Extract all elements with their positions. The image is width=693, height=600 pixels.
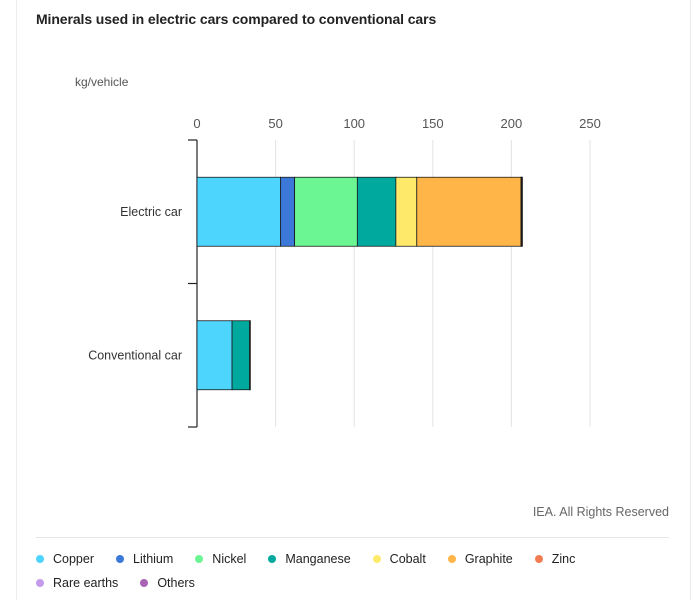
legend-label-others: Others [157,576,195,590]
legend-swatch-cobalt [372,555,381,563]
legend-item-nickel[interactable]: Nickel [195,550,246,568]
legend-item-copper[interactable]: Copper [36,550,94,568]
legend-item-others[interactable]: Others [140,574,195,592]
bar-conventional-car-copper [196,320,233,391]
legend-item-rare-earths[interactable]: Rare earths [36,574,118,592]
x-tick-label-50: 50 [268,116,282,131]
x-tick-label-100: 100 [343,116,365,131]
legend-item-cobalt[interactable]: Cobalt [372,550,426,568]
bar-electric-car-copper [196,176,282,247]
legend-divider [36,537,669,538]
legend-label-copper: Copper [53,552,94,566]
legend-swatch-rare-earths [36,579,44,587]
bar-electric-car-manganese [356,176,397,247]
legend-label-lithium: Lithium [133,552,174,566]
unit-label: kg/vehicle [75,75,129,89]
bar-electric-car-nickel [294,176,358,247]
legend-swatch-manganese [268,555,277,563]
bar-electric-car-lithium [280,176,296,247]
source-note: IEA. All Rights Reserved [532,505,669,519]
x-tick-label-150: 150 [422,116,444,131]
chart-legend: Copper Lithium Nickel Manganese Cobalt Graphi… [36,550,666,592]
legend-label-graphite: Graphite [464,552,513,566]
category-label-0: Electric car [120,205,182,219]
x-tick-label-0: 0 [193,116,200,131]
legend-item-manganese[interactable]: Manganese [268,550,351,568]
bar-electric-car-others [521,176,523,247]
bar-conventional-car-others [249,320,251,391]
legend-swatch-lithium [116,555,124,563]
chart-card [16,0,691,600]
legend-label-rare-earths: Rare earths [53,576,119,590]
legend-swatch-copper [36,555,44,563]
legend-item-lithium[interactable]: Lithium [116,550,173,568]
legend-item-graphite[interactable]: Graphite [447,550,513,568]
legend-label-manganese: Manganese [285,552,351,566]
legend-swatch-zinc [534,555,543,563]
legend-swatch-nickel [195,555,204,563]
category-label-1: Conventional car [88,348,182,362]
bar-electric-car-cobalt [395,176,418,247]
legend-swatch-graphite [447,555,456,563]
bar-conventional-car-manganese [231,320,251,391]
x-tick-label-200: 200 [501,116,523,131]
legend-label-zinc: Zinc [551,552,576,566]
legend-label-nickel: Nickel [212,552,247,566]
legend-swatch-others [140,579,149,587]
x-tick-label-250: 250 [579,116,601,131]
chart-title: Minerals used in electric cars compared … [36,11,437,27]
bar-electric-car-graphite [416,176,522,247]
legend-item-zinc[interactable]: Zinc [534,550,576,568]
legend-label-cobalt: Cobalt [389,552,426,566]
